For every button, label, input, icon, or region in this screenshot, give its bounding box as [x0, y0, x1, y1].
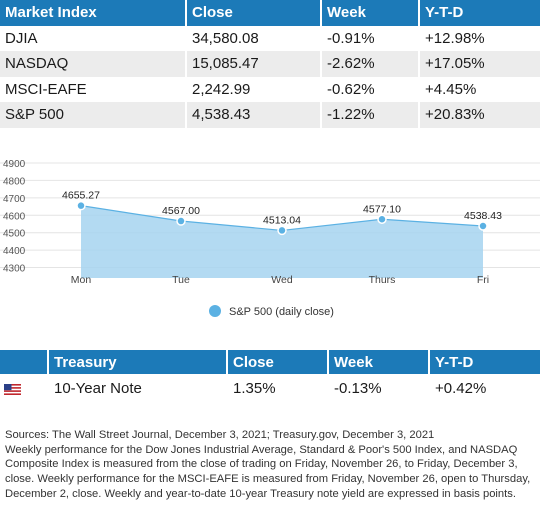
data-point [478, 221, 488, 231]
data-label: 4513.04 [263, 214, 301, 226]
methodology-text: Weekly performance for the Dow Jones Ind… [5, 443, 531, 500]
footnote: Sources: The Wall Street Journal, Decemb… [5, 428, 537, 502]
y-tick-label: 4600 [3, 211, 26, 222]
table-row: 10-Year Note 1.35% -0.13% +0.42% [0, 374, 540, 403]
index-week: -1.22% [322, 102, 420, 128]
header-treasury: Treasury [49, 350, 228, 374]
data-point [176, 216, 186, 226]
legend-marker [209, 305, 221, 317]
index-close: 34,580.08 [187, 25, 322, 51]
data-point [76, 200, 86, 211]
treasury-ytd: +0.42% [430, 374, 540, 403]
market-index-table: Market Index Close Week Y-T-D DJIA 34,58… [0, 0, 540, 128]
header-week: Week [322, 0, 420, 26]
index-name: MSCI-EAFE [0, 76, 187, 102]
header-ytd: Y-T-D [430, 350, 540, 374]
index-ytd: +17.05% [420, 51, 540, 77]
y-tick-label: 4300 [3, 264, 26, 275]
index-week: -2.62% [322, 51, 420, 77]
y-tick-label: 4400 [3, 246, 26, 257]
legend-label: S&P 500 (daily close) [229, 306, 334, 318]
table-row: S&P 500 4,538.43 -1.22% +20.83% [0, 102, 540, 128]
y-axis-ticks: 4300 4400 4500 4600 4700 4800 4900 [3, 159, 26, 275]
data-label: 4567.00 [162, 205, 200, 217]
treasury-table: Treasury Close Week Y-T-D 10-Year Note 1… [0, 350, 540, 403]
sp500-area-chart: 4300 4400 4500 4600 4700 4800 4900 4655.27 4567… [0, 159, 540, 318]
index-name: NASDAQ [0, 51, 187, 77]
header-ytd: Y-T-D [420, 0, 540, 26]
treasury-week: -0.13% [329, 374, 430, 403]
data-label: 4577.10 [363, 203, 401, 215]
x-tick-label: Fri [477, 274, 489, 286]
data-label: 4538.43 [464, 210, 502, 222]
index-ytd: +20.83% [420, 102, 540, 128]
chart-legend[interactable]: S&P 500 (daily close) [209, 305, 334, 318]
treasury-name: 10-Year Note [49, 374, 228, 403]
index-ytd: +4.45% [420, 76, 540, 102]
x-axis-ticks: Mon Tue Wed Thurs Fri [71, 274, 489, 286]
index-week: -0.91% [322, 25, 420, 51]
y-tick-label: 4800 [3, 176, 26, 187]
index-close: 15,085.47 [187, 51, 322, 77]
index-week: -0.62% [322, 76, 420, 102]
index-name: DJIA [0, 25, 187, 51]
header-close: Close [187, 0, 322, 26]
us-flag-icon [4, 383, 21, 395]
index-ytd: +12.98% [420, 25, 540, 51]
x-tick-label: Thurs [369, 274, 396, 286]
treasury-table-header: Treasury Close Week Y-T-D [0, 350, 540, 374]
index-name: S&P 500 [0, 102, 187, 128]
header-week: Week [329, 350, 430, 374]
market-table-header: Market Index Close Week Y-T-D [0, 0, 540, 26]
y-tick-label: 4500 [3, 229, 26, 240]
flag-cell [0, 374, 49, 403]
y-tick-label: 4900 [3, 159, 26, 170]
header-market-index: Market Index [0, 0, 187, 26]
y-tick-label: 4700 [3, 194, 26, 205]
index-close: 2,242.99 [187, 76, 322, 102]
x-tick-label: Tue [172, 274, 190, 286]
header-flag [0, 350, 49, 374]
table-row: NASDAQ 15,085.47 -2.62% +17.05% [0, 51, 540, 77]
x-tick-label: Mon [71, 274, 92, 286]
header-close: Close [228, 350, 329, 374]
x-tick-label: Wed [271, 274, 293, 286]
series-points: 4655.27 4567.00 4513.04 4577.10 4538.43 [62, 190, 502, 236]
table-row: DJIA 34,580.08 -0.91% +12.98% [0, 25, 540, 51]
sources-text: Sources: The Wall Street Journal, Decemb… [5, 429, 435, 441]
table-row: MSCI-EAFE 2,242.99 -0.62% +4.45% [0, 76, 540, 102]
data-label: 4655.27 [62, 190, 100, 202]
index-close: 4,538.43 [187, 102, 322, 128]
data-point [377, 214, 387, 225]
treasury-close: 1.35% [228, 374, 329, 403]
data-point [277, 225, 287, 236]
